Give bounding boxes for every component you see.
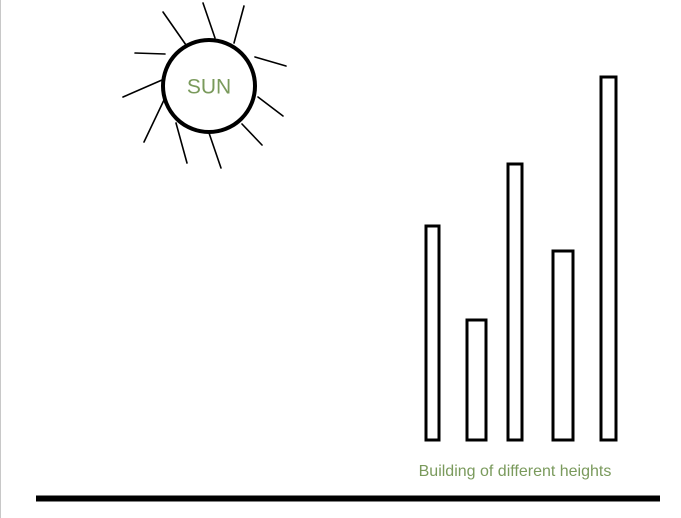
sun-ray (207, 129, 222, 169)
sun-ray (122, 79, 163, 98)
sun-ray (134, 52, 166, 55)
sun-label: SUN (187, 76, 231, 99)
sun-ray (175, 122, 188, 164)
building-4 (551, 249, 575, 442)
sun-ray (254, 56, 287, 67)
buildings (424, 75, 618, 442)
sun-rays (122, 2, 287, 169)
building-2 (465, 318, 488, 442)
building-5 (599, 75, 618, 442)
building-3 (506, 162, 524, 442)
sun-ray (162, 11, 187, 46)
buildings-caption: Building of different heights (419, 463, 612, 480)
sun-ray (143, 99, 165, 143)
sun: SUN (122, 2, 287, 169)
sun-ray (241, 123, 263, 146)
building-1 (424, 224, 441, 442)
sun-ray (202, 2, 216, 39)
sun-ray (233, 5, 245, 44)
sun-circle (161, 38, 257, 134)
sun-ray (257, 96, 284, 117)
